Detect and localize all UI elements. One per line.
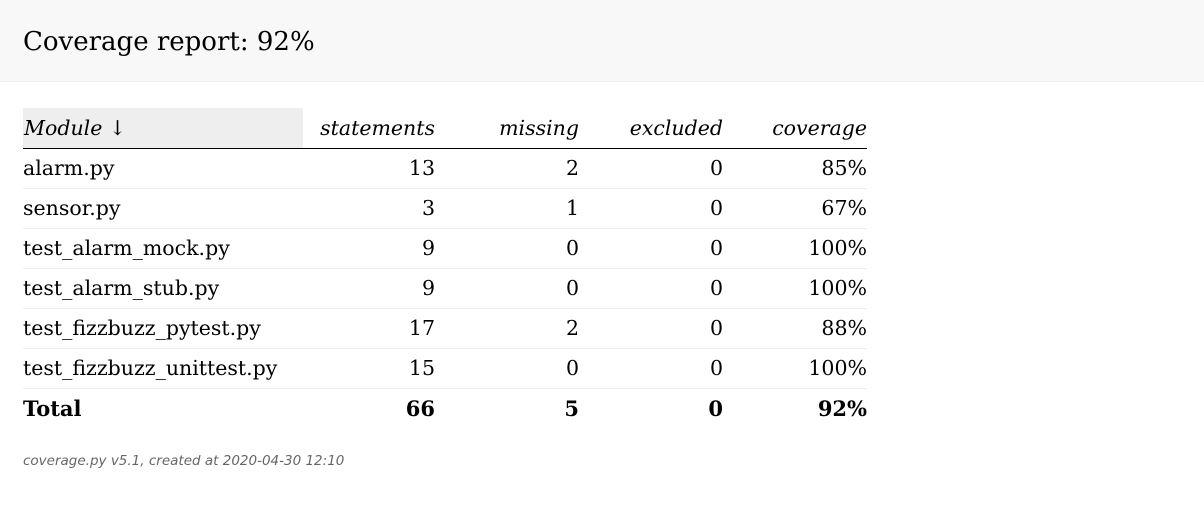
coverage-cell: 100% xyxy=(723,228,867,269)
excluded-cell: 0 xyxy=(579,188,723,229)
coverage-cell: 85% xyxy=(723,148,867,189)
column-header-module[interactable]: Module ↓ xyxy=(23,108,303,149)
missing-cell: 1 xyxy=(435,188,579,229)
column-header-excluded[interactable]: excluded xyxy=(579,108,723,149)
statements-cell: 17 xyxy=(303,308,435,349)
page-title: Coverage report: 92% xyxy=(23,27,315,57)
column-header-missing[interactable]: missing xyxy=(435,108,579,149)
missing-cell: 0 xyxy=(435,268,579,309)
excluded-cell: 0 xyxy=(579,148,723,189)
coverage-table: Module ↓ statements missing excluded cov… xyxy=(23,108,867,428)
table-row: test_alarm_stub.py 9 0 0 100% xyxy=(23,268,867,309)
total-coverage: 92% xyxy=(817,395,867,421)
file-link[interactable]: test_fizzbuzz_pytest.py xyxy=(23,316,261,340)
total-label: Total xyxy=(23,395,82,421)
table-row: sensor.py 3 1 0 67% xyxy=(23,188,867,229)
total-excluded: 0 xyxy=(708,395,723,421)
file-link[interactable]: alarm.py xyxy=(23,156,115,180)
statements-cell: 3 xyxy=(303,188,435,229)
coverage-index: Module ↓ statements missing excluded cov… xyxy=(23,108,867,428)
excluded-cell: 0 xyxy=(579,268,723,309)
coverage-cell: 67% xyxy=(723,188,867,229)
missing-cell: 0 xyxy=(435,228,579,269)
excluded-cell: 0 xyxy=(579,308,723,349)
missing-cell: 2 xyxy=(435,308,579,349)
missing-cell: 2 xyxy=(435,148,579,189)
file-name-cell[interactable]: test_fizzbuzz_pytest.py xyxy=(23,308,303,349)
column-header-coverage[interactable]: coverage xyxy=(723,108,867,149)
excluded-cell: 0 xyxy=(579,228,723,269)
file-name-cell[interactable]: test_alarm_mock.py xyxy=(23,228,303,269)
file-link[interactable]: test_alarm_stub.py xyxy=(23,276,220,300)
file-name-cell[interactable]: test_alarm_stub.py xyxy=(23,268,303,309)
header-row: Module ↓ statements missing excluded cov… xyxy=(23,108,867,149)
column-header-statements[interactable]: statements xyxy=(303,108,435,149)
table-body: alarm.py 13 2 0 85% sensor.py 3 1 0 67% … xyxy=(23,148,867,389)
table-footer: Total 66 5 0 92% xyxy=(23,388,867,428)
coverage-cell: 88% xyxy=(723,308,867,349)
total-row: Total 66 5 0 92% xyxy=(23,388,867,428)
statements-cell: 9 xyxy=(303,268,435,309)
file-link[interactable]: sensor.py xyxy=(23,196,121,220)
coverage-cell: 100% xyxy=(723,348,867,389)
statements-cell: 9 xyxy=(303,228,435,269)
report-footer: coverage.py v5.1, created at 2020-04-30 … xyxy=(23,453,344,469)
statements-cell: 13 xyxy=(303,148,435,189)
table-row: alarm.py 13 2 0 85% xyxy=(23,148,867,189)
file-link[interactable]: test_fizzbuzz_unittest.py xyxy=(23,356,278,380)
file-name-cell[interactable]: test_fizzbuzz_unittest.py xyxy=(23,348,303,389)
missing-cell: 0 xyxy=(435,348,579,389)
total-missing: 5 xyxy=(564,395,579,421)
file-name-cell[interactable]: alarm.py xyxy=(23,148,303,189)
table-row: test_fizzbuzz_pytest.py 17 2 0 88% xyxy=(23,308,867,349)
coverage-cell: 100% xyxy=(723,268,867,309)
excluded-cell: 0 xyxy=(579,348,723,389)
total-statements: 66 xyxy=(405,395,435,421)
table-row: test_alarm_mock.py 9 0 0 100% xyxy=(23,228,867,269)
table-header: Module ↓ statements missing excluded cov… xyxy=(23,108,867,149)
file-link[interactable]: test_alarm_mock.py xyxy=(23,236,230,260)
footer-text: coverage.py v5.1, created at 2020-04-30 … xyxy=(23,453,345,469)
table-row: test_fizzbuzz_unittest.py 15 0 0 100% xyxy=(23,348,867,389)
statements-cell: 15 xyxy=(303,348,435,389)
file-name-cell[interactable]: sensor.py xyxy=(23,188,303,229)
page-header: Coverage report: 92% xyxy=(0,0,1204,82)
